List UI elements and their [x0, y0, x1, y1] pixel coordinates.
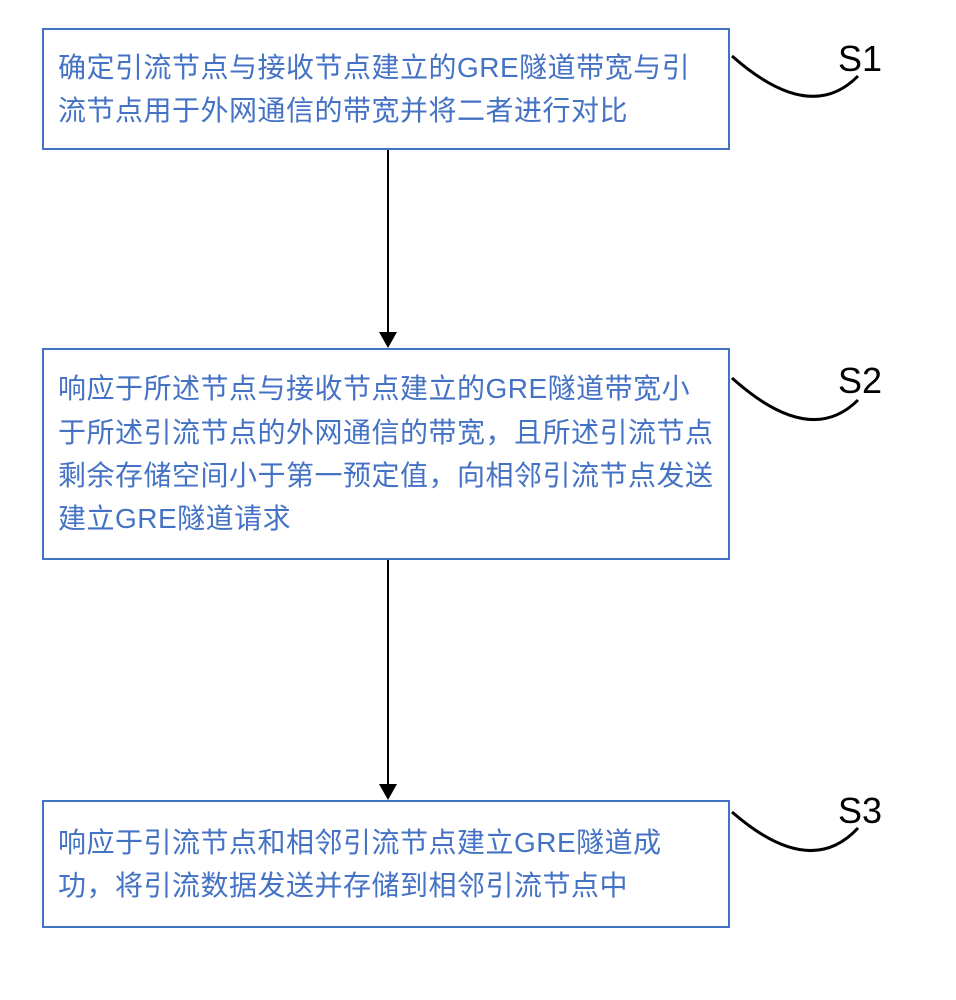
flowchart-node-s1: 确定引流节点与接收节点建立的GRE隧道带宽与引流节点用于外网通信的带宽并将二者进…	[42, 28, 730, 150]
node-s2-text: 响应于所述节点与接收节点建立的GRE隧道带宽小于所述引流节点的外网通信的带宽，且…	[58, 367, 714, 541]
node-s1-text: 确定引流节点与接收节点建立的GRE隧道带宽与引流节点用于外网通信的带宽并将二者进…	[58, 46, 714, 133]
flowchart-node-s2: 响应于所述节点与接收节点建立的GRE隧道带宽小于所述引流节点的外网通信的带宽，且…	[42, 348, 730, 560]
flowchart-container: 确定引流节点与接收节点建立的GRE隧道带宽与引流节点用于外网通信的带宽并将二者进…	[0, 0, 956, 1000]
node-s3-text: 响应于引流节点和相邻引流节点建立GRE隧道成功，将引流数据发送并存储到相邻引流节…	[58, 821, 714, 908]
arrow-s2-s3	[387, 560, 389, 786]
arrow-head-s1-s2	[379, 332, 397, 348]
arrow-s1-s2	[387, 150, 389, 334]
connector-curve-s3	[722, 802, 868, 890]
connector-curve-s2	[722, 368, 868, 458]
connector-curve-s1	[722, 46, 868, 135]
flowchart-node-s3: 响应于引流节点和相邻引流节点建立GRE隧道成功，将引流数据发送并存储到相邻引流节…	[42, 800, 730, 928]
arrow-head-s2-s3	[379, 784, 397, 800]
